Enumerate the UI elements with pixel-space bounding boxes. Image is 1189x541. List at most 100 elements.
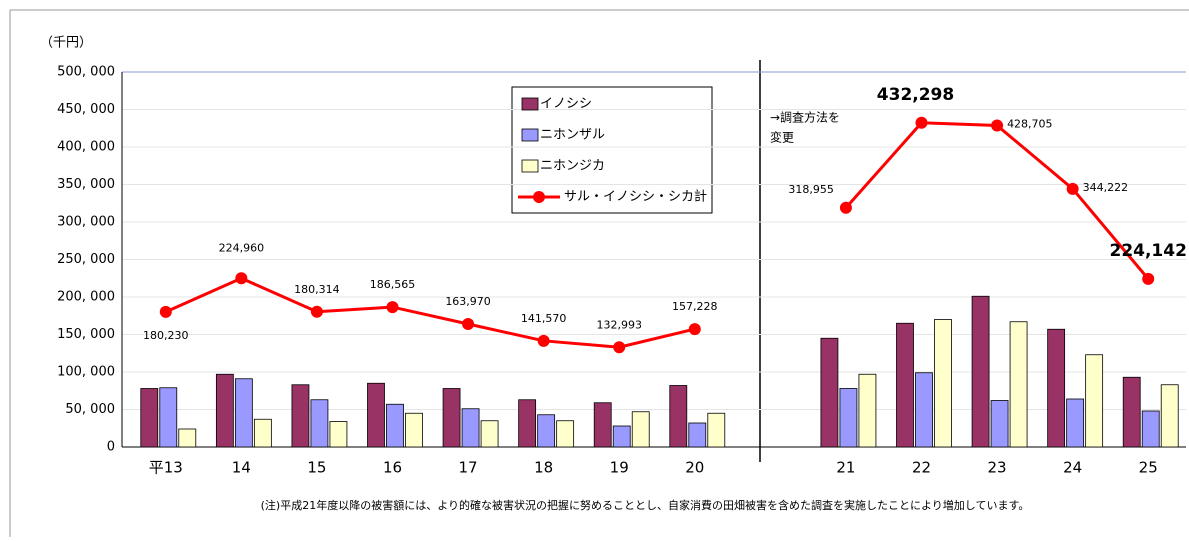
bar: [537, 414, 556, 448]
line-marker: [839, 201, 852, 214]
x-tick-label: 15: [307, 459, 326, 477]
line-marker: [991, 119, 1004, 132]
bar: [253, 418, 272, 448]
line-marker: [1142, 272, 1155, 285]
x-tick-label: 18: [534, 459, 553, 477]
y-tick-label: 400, 000: [57, 140, 115, 155]
legend-label: サル・イノシシ・シカ計: [564, 189, 707, 205]
x-tick-label: 16: [383, 459, 402, 477]
line-marker: [688, 323, 701, 336]
line-marker: [386, 301, 399, 314]
value-label: 180,230: [143, 329, 189, 342]
y-tick-label: 450, 000: [57, 102, 115, 117]
line-marker: [915, 116, 928, 129]
value-label: 224,960: [219, 241, 265, 254]
line-marker: [1066, 182, 1079, 195]
y-tick-label: 500, 000: [57, 65, 115, 80]
bar: [556, 420, 575, 448]
x-tick-label: 20: [685, 459, 704, 477]
x-tick-label: 22: [912, 459, 931, 477]
legend-box: [511, 86, 713, 214]
value-label: 432,298: [877, 85, 954, 105]
bar: [1009, 321, 1028, 448]
bar: [461, 408, 480, 448]
bar: [707, 412, 726, 448]
bar: [234, 378, 253, 448]
line-marker: [462, 318, 475, 331]
bar: [915, 372, 933, 448]
bar: [367, 382, 385, 448]
value-label: 180,314: [294, 283, 340, 296]
bar: [215, 373, 234, 448]
bar: [896, 322, 914, 448]
y-unit: （千円）: [40, 36, 92, 51]
bar: [178, 428, 197, 448]
bar: [934, 319, 952, 448]
annotation: 変更: [770, 130, 794, 145]
legend-label: ニホンザル: [540, 128, 605, 143]
value-label: 318,955: [788, 183, 834, 196]
bar: [858, 373, 877, 448]
bar: [669, 385, 688, 448]
bar: [1047, 328, 1066, 448]
legend-swatch: [521, 159, 539, 173]
value-label: 428,705: [1007, 117, 1053, 130]
bar: [1085, 354, 1104, 448]
value-label: 157,228: [672, 300, 718, 313]
y-tick-label: 200, 000: [57, 290, 115, 305]
bar: [612, 425, 631, 448]
x-tick-label: 19: [610, 459, 629, 477]
x-tick-label: 24: [1063, 459, 1082, 477]
line-marker: [613, 341, 626, 354]
legend-swatch: [521, 97, 539, 111]
y-tick-label: 150, 000: [57, 327, 115, 342]
note: (注)平成21年度以降の被害額には、より的確な被害状況の把握に努めることとし、自…: [261, 498, 1030, 512]
bar: [839, 388, 858, 448]
bar: [442, 388, 461, 448]
line-marker: [235, 272, 248, 285]
bar: [518, 399, 537, 448]
value-label: 344,222: [1083, 181, 1129, 194]
bar: [1066, 398, 1085, 448]
legend-marker: [533, 191, 545, 203]
value-label: 132,993: [596, 318, 642, 331]
bar: [990, 400, 1009, 448]
line-marker: [310, 305, 323, 318]
bar: [1122, 376, 1141, 448]
value-label: 224,142: [1109, 241, 1186, 261]
legend-label: ニホンジカ: [540, 159, 605, 174]
x-tick-label: 23: [988, 459, 1007, 477]
x-tick-label: 17: [459, 459, 478, 477]
bar: [405, 412, 423, 448]
bar: [291, 384, 310, 448]
bar: [593, 402, 612, 448]
y-tick-label: 350, 000: [57, 177, 115, 192]
bar: [386, 403, 404, 448]
line-marker: [159, 305, 172, 318]
legend-swatch: [521, 128, 539, 142]
bar: [688, 422, 707, 448]
line-marker: [537, 334, 550, 347]
x-tick-label: 平13: [149, 459, 183, 477]
bar: [480, 420, 499, 448]
bar: [820, 337, 839, 448]
bar: [140, 388, 159, 448]
value-label: 141,570: [521, 312, 567, 325]
y-tick-label: 300, 000: [57, 215, 115, 230]
bar: [631, 411, 650, 448]
bar: [159, 387, 178, 448]
bar: [329, 421, 348, 448]
bar: [1160, 384, 1179, 448]
legend-label: イノシシ: [540, 97, 592, 112]
annotation: →調査方法を: [770, 110, 840, 125]
bar: [1141, 410, 1160, 448]
x-tick-label: 14: [232, 459, 251, 477]
y-tick-label: 50, 000: [65, 402, 115, 417]
bar: [310, 399, 329, 448]
bar: [971, 295, 990, 448]
y-tick-label: 250, 000: [57, 252, 115, 267]
value-label: 186,565: [370, 278, 416, 291]
x-tick-label: 21: [836, 459, 855, 477]
y-tick-label: 100, 000: [57, 365, 115, 380]
